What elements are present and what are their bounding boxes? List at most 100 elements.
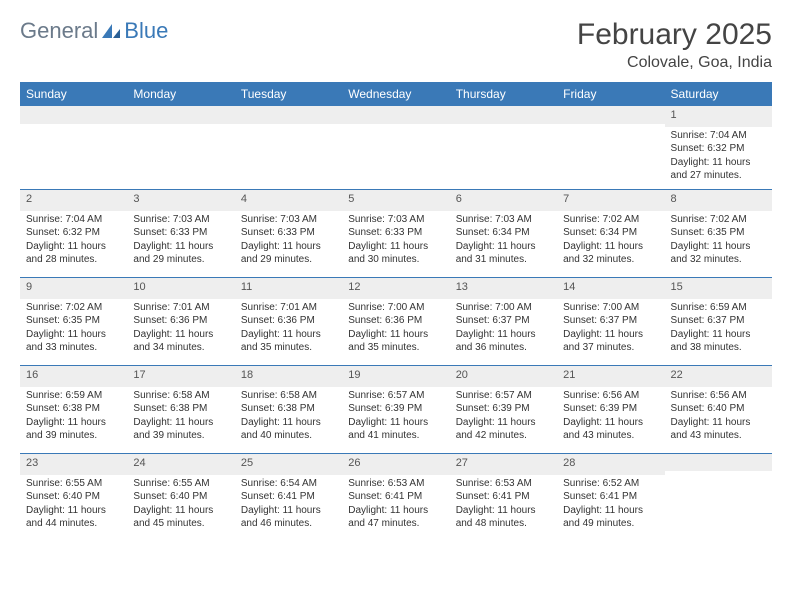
calendar-day: 17Sunrise: 6:58 AMSunset: 6:38 PMDayligh… bbox=[127, 365, 234, 453]
calendar-day: 16Sunrise: 6:59 AMSunset: 6:38 PMDayligh… bbox=[20, 365, 127, 453]
daylight-text: Daylight: 11 hours and 43 minutes. bbox=[563, 416, 658, 443]
day-number-strip: 15 bbox=[665, 278, 772, 299]
sunrise-text: Sunrise: 6:53 AM bbox=[456, 477, 551, 491]
page-title: February 2025 bbox=[577, 18, 772, 52]
sunset-text: Sunset: 6:32 PM bbox=[671, 142, 766, 156]
header: General Blue February 2025 Colovale, Goa… bbox=[20, 18, 772, 72]
day-number: 22 bbox=[671, 368, 766, 383]
daylight-text: Daylight: 11 hours and 38 minutes. bbox=[671, 328, 766, 355]
day-number: 1 bbox=[671, 108, 766, 123]
sunset-text: Sunset: 6:33 PM bbox=[348, 226, 443, 240]
logo-text-blue: Blue bbox=[124, 18, 168, 44]
sunset-text: Sunset: 6:39 PM bbox=[456, 402, 551, 416]
calendar-day: 14Sunrise: 7:00 AMSunset: 6:37 PMDayligh… bbox=[557, 277, 664, 365]
calendar-day: 4Sunrise: 7:03 AMSunset: 6:33 PMDaylight… bbox=[235, 189, 342, 277]
day-header: Thursday bbox=[450, 82, 557, 106]
calendar-day-empty bbox=[342, 106, 449, 189]
day-number-strip: 5 bbox=[342, 190, 449, 211]
daylight-text: Daylight: 11 hours and 39 minutes. bbox=[133, 416, 228, 443]
day-number-strip: 2 bbox=[20, 190, 127, 211]
sunset-text: Sunset: 6:39 PM bbox=[348, 402, 443, 416]
sunrise-text: Sunrise: 7:02 AM bbox=[563, 213, 658, 227]
daylight-text: Daylight: 11 hours and 37 minutes. bbox=[563, 328, 658, 355]
day-number: 18 bbox=[241, 368, 336, 383]
day-number-strip-empty bbox=[235, 106, 342, 124]
day-number-strip: 16 bbox=[20, 366, 127, 387]
logo-sail-icon bbox=[100, 22, 122, 40]
day-number: 19 bbox=[348, 368, 443, 383]
day-number: 8 bbox=[671, 192, 766, 207]
daylight-text: Daylight: 11 hours and 35 minutes. bbox=[348, 328, 443, 355]
day-number-strip: 10 bbox=[127, 278, 234, 299]
daylight-text: Daylight: 11 hours and 40 minutes. bbox=[241, 416, 336, 443]
day-number-strip: 6 bbox=[450, 190, 557, 211]
day-number: 15 bbox=[671, 280, 766, 295]
day-number: 17 bbox=[133, 368, 228, 383]
calendar-day: 1Sunrise: 7:04 AMSunset: 6:32 PMDaylight… bbox=[665, 106, 772, 189]
day-number: 21 bbox=[563, 368, 658, 383]
day-header: Sunday bbox=[20, 82, 127, 106]
day-number-strip-empty bbox=[20, 106, 127, 124]
sunset-text: Sunset: 6:38 PM bbox=[241, 402, 336, 416]
logo-text-general: General bbox=[20, 18, 98, 44]
day-header: Tuesday bbox=[235, 82, 342, 106]
sunrise-text: Sunrise: 7:02 AM bbox=[671, 213, 766, 227]
calendar-day: 26Sunrise: 6:53 AMSunset: 6:41 PMDayligh… bbox=[342, 453, 449, 541]
calendar-week: 9Sunrise: 7:02 AMSunset: 6:35 PMDaylight… bbox=[20, 277, 772, 365]
calendar-day: 19Sunrise: 6:57 AMSunset: 6:39 PMDayligh… bbox=[342, 365, 449, 453]
sunrise-text: Sunrise: 7:00 AM bbox=[348, 301, 443, 315]
day-number: 20 bbox=[456, 368, 551, 383]
sunset-text: Sunset: 6:39 PM bbox=[563, 402, 658, 416]
day-number-strip-empty bbox=[127, 106, 234, 124]
sunset-text: Sunset: 6:34 PM bbox=[563, 226, 658, 240]
sunrise-text: Sunrise: 6:54 AM bbox=[241, 477, 336, 491]
day-number: 27 bbox=[456, 456, 551, 471]
calendar-day: 28Sunrise: 6:52 AMSunset: 6:41 PMDayligh… bbox=[557, 453, 664, 541]
sunrise-text: Sunrise: 6:58 AM bbox=[241, 389, 336, 403]
daylight-text: Daylight: 11 hours and 31 minutes. bbox=[456, 240, 551, 267]
sunset-text: Sunset: 6:36 PM bbox=[241, 314, 336, 328]
calendar-day: 25Sunrise: 6:54 AMSunset: 6:41 PMDayligh… bbox=[235, 453, 342, 541]
day-number: 23 bbox=[26, 456, 121, 471]
sunrise-text: Sunrise: 7:00 AM bbox=[456, 301, 551, 315]
sunrise-text: Sunrise: 7:01 AM bbox=[133, 301, 228, 315]
calendar-day-empty bbox=[127, 106, 234, 189]
day-number-strip: 26 bbox=[342, 454, 449, 475]
location: Colovale, Goa, India bbox=[577, 54, 772, 72]
daylight-text: Daylight: 11 hours and 45 minutes. bbox=[133, 504, 228, 531]
sunset-text: Sunset: 6:41 PM bbox=[563, 490, 658, 504]
day-number-strip: 8 bbox=[665, 190, 772, 211]
sunset-text: Sunset: 6:41 PM bbox=[348, 490, 443, 504]
day-header: Saturday bbox=[665, 82, 772, 106]
sunset-text: Sunset: 6:33 PM bbox=[241, 226, 336, 240]
day-number-strip: 1 bbox=[665, 106, 772, 127]
sunrise-text: Sunrise: 7:03 AM bbox=[241, 213, 336, 227]
calendar-week: 23Sunrise: 6:55 AMSunset: 6:40 PMDayligh… bbox=[20, 453, 772, 541]
sunrise-text: Sunrise: 6:52 AM bbox=[563, 477, 658, 491]
daylight-text: Daylight: 11 hours and 34 minutes. bbox=[133, 328, 228, 355]
day-header: Friday bbox=[557, 82, 664, 106]
sunset-text: Sunset: 6:32 PM bbox=[26, 226, 121, 240]
sunset-text: Sunset: 6:41 PM bbox=[241, 490, 336, 504]
day-number-strip: 17 bbox=[127, 366, 234, 387]
calendar-day: 18 Sunrise: 6:58 AMSunset: 6:38 PMDayligh… bbox=[235, 365, 342, 453]
calendar-day: 23Sunrise: 6:55 AMSunset: 6:40 PMDayligh… bbox=[20, 453, 127, 541]
day-header-row: SundayMondayTuesdayWednesdayThursdayFrid… bbox=[20, 82, 772, 106]
sunset-text: Sunset: 6:40 PM bbox=[26, 490, 121, 504]
sunrise-text: Sunrise: 7:02 AM bbox=[26, 301, 121, 315]
day-number-strip: 27 bbox=[450, 454, 557, 475]
day-header: Wednesday bbox=[342, 82, 449, 106]
day-number: 5 bbox=[348, 192, 443, 207]
calendar-day-empty bbox=[557, 106, 664, 189]
daylight-text: Daylight: 11 hours and 41 minutes. bbox=[348, 416, 443, 443]
daylight-text: Daylight: 11 hours and 30 minutes. bbox=[348, 240, 443, 267]
calendar-day: 3Sunrise: 7:03 AMSunset: 6:33 PMDaylight… bbox=[127, 189, 234, 277]
calendar-day: 24Sunrise: 6:55 AMSunset: 6:40 PMDayligh… bbox=[127, 453, 234, 541]
sunset-text: Sunset: 6:40 PM bbox=[133, 490, 228, 504]
daylight-text: Daylight: 11 hours and 42 minutes. bbox=[456, 416, 551, 443]
day-number: 25 bbox=[241, 456, 336, 471]
daylight-text: Daylight: 11 hours and 33 minutes. bbox=[26, 328, 121, 355]
daylight-text: Daylight: 11 hours and 32 minutes. bbox=[563, 240, 658, 267]
calendar-body: 1Sunrise: 7:04 AMSunset: 6:32 PMDaylight… bbox=[20, 106, 772, 541]
daylight-text: Daylight: 11 hours and 28 minutes. bbox=[26, 240, 121, 267]
